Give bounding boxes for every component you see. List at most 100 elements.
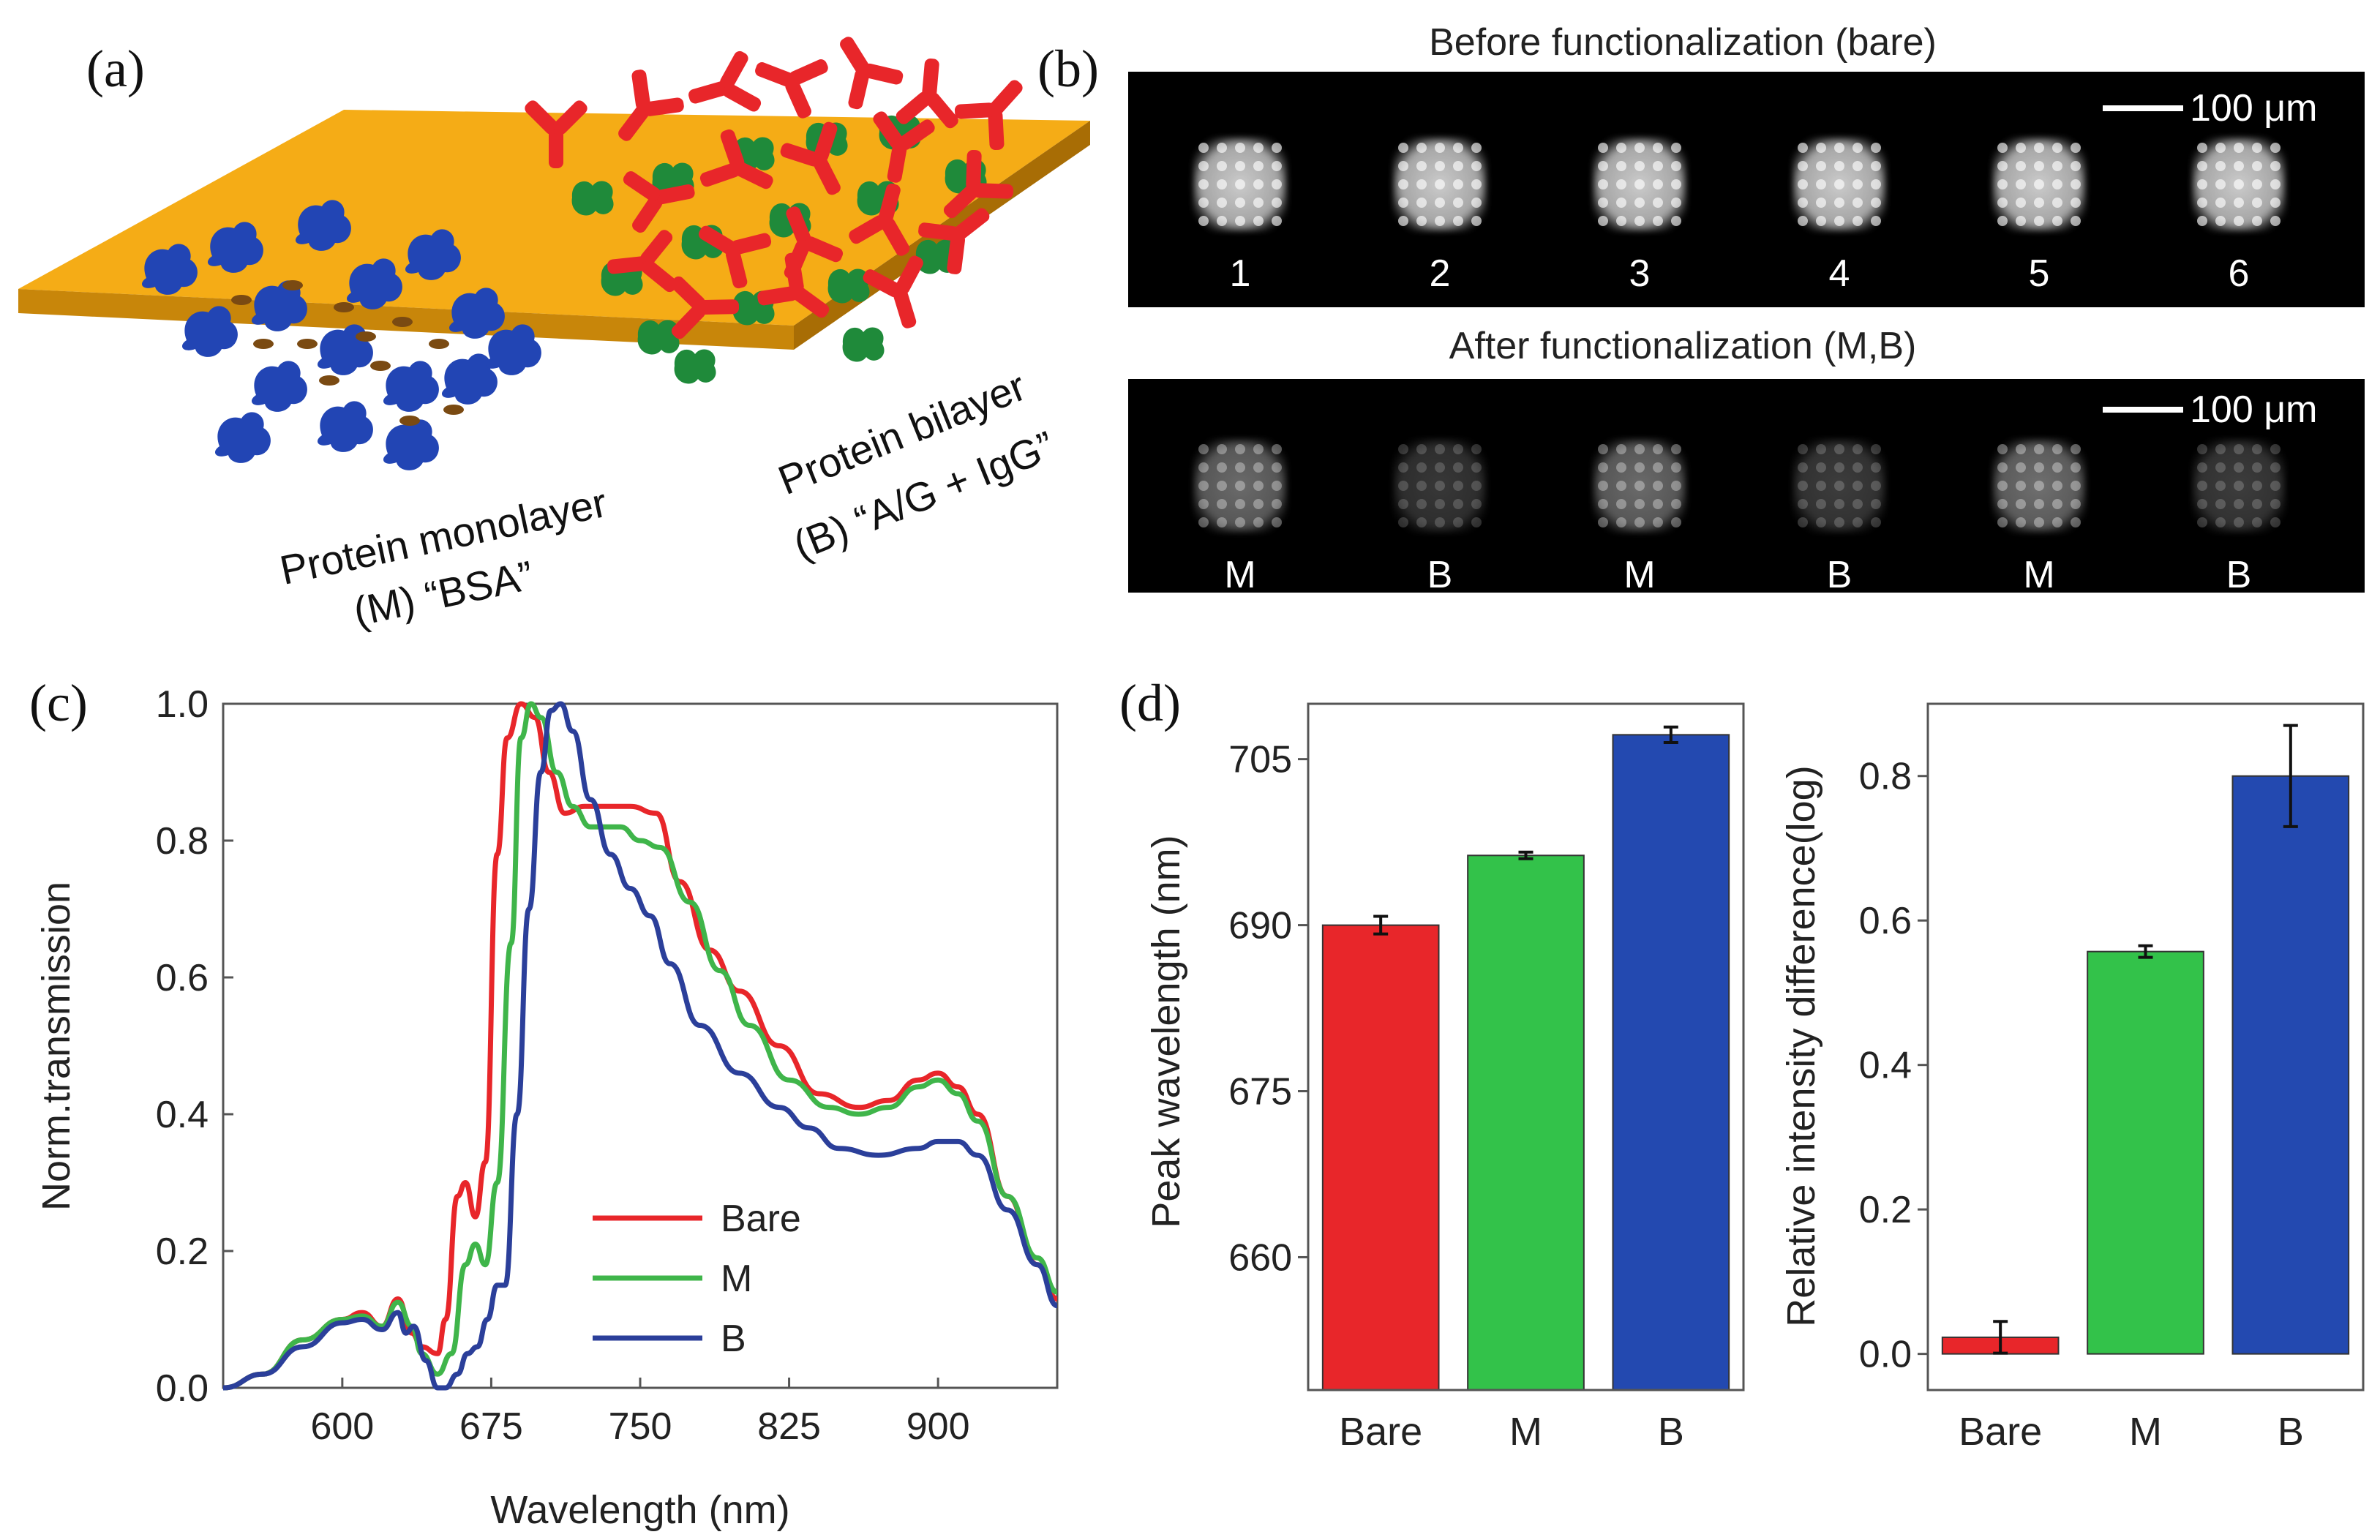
after-hole <box>2071 462 2081 473</box>
peak-wavelength-chart: Bare M B 660 675 690 705 <box>1228 702 1745 1454</box>
igg-fab-right <box>895 255 923 294</box>
before-hole <box>1435 216 1445 226</box>
panel-c-label: (c) <box>29 674 88 732</box>
after-pad-glow <box>2192 439 2286 533</box>
before-hole <box>1235 198 1245 208</box>
before-hole <box>2197 179 2207 189</box>
bsa-protein <box>383 361 439 412</box>
before-hole <box>2016 161 2026 171</box>
before-hole <box>1235 143 1245 153</box>
after-hole <box>1653 462 1663 473</box>
binding-site <box>443 405 464 415</box>
protein-ag-shape <box>571 181 614 216</box>
chart-c-xtick-label: 675 <box>459 1405 523 1448</box>
before-pads: 1 2 3 4 5 6 <box>1193 138 2286 295</box>
after-hole <box>1435 444 1445 454</box>
after-hole <box>1871 517 1881 527</box>
before-hole <box>1416 143 1427 153</box>
bsa-protein <box>251 361 307 412</box>
after-hole <box>2270 499 2280 509</box>
igg-fab-left <box>731 233 772 255</box>
chart-c-legend-label: B <box>721 1318 746 1360</box>
after-hole <box>1816 517 1826 527</box>
after-hole <box>2197 462 2207 473</box>
panel-b-label: (b) <box>1037 40 1099 98</box>
before-hole <box>2016 216 2026 226</box>
chart-c-series-bare <box>222 701 1059 1391</box>
after-hole <box>2215 462 2226 473</box>
before-hole <box>1671 179 1681 189</box>
before-hole <box>1235 161 1245 171</box>
igg-fab-left <box>757 286 798 306</box>
after-hole <box>1198 517 1209 527</box>
after-hole <box>1653 499 1663 509</box>
chart-c-xtick-label: 600 <box>310 1405 374 1448</box>
chart-d1-ylabel: Peak wavelength (nm) <box>1144 835 1188 1228</box>
chart-c-xlabel: Wavelength (nm) <box>490 1488 789 1532</box>
before-hole <box>2034 179 2044 189</box>
before-hole <box>1398 179 1408 189</box>
panel-d: (d) Bare M B 660 675 690 705 Peak wavelength (… <box>1119 674 2365 1454</box>
after-hole <box>1852 444 1863 454</box>
bsa-protein <box>181 306 238 357</box>
after-hole <box>1598 462 1608 473</box>
before-hole <box>1235 216 1245 226</box>
igg-antibody <box>688 50 762 112</box>
before-hole <box>2270 161 2280 171</box>
before-hole <box>1435 179 1445 189</box>
igg-fab-right <box>670 276 705 310</box>
after-pad-glow <box>1792 439 1886 533</box>
after-hole <box>1471 444 1482 454</box>
chart-c-ytick-label: 0.4 <box>156 1094 209 1136</box>
igg-antibody <box>757 252 830 318</box>
after-hole <box>1235 444 1245 454</box>
igg-fc <box>734 162 773 189</box>
before-hole <box>2052 143 2062 153</box>
igg-fab-left <box>671 304 705 339</box>
before-hole <box>1852 216 1863 226</box>
chart-c-xtick-label: 750 <box>609 1405 672 1448</box>
igg-fc <box>654 184 695 205</box>
after-hole <box>1272 499 1282 509</box>
after-hole <box>1834 481 1844 491</box>
chart-d2-ytick-label: 0.0 <box>1859 1334 1912 1376</box>
before-hole <box>1671 161 1681 171</box>
before-hole <box>1798 161 1808 171</box>
after-hole <box>2071 444 2081 454</box>
after-hole <box>1616 499 1626 509</box>
igg-fc <box>618 105 650 141</box>
bsa-shape <box>181 306 238 357</box>
bsa-shape <box>441 353 498 405</box>
igg-fc <box>943 184 979 219</box>
after-hole <box>1416 444 1427 454</box>
before-hole <box>1671 143 1681 153</box>
igg-antibody <box>699 129 773 189</box>
before-hole <box>2071 143 2081 153</box>
before-hole <box>1453 198 1463 208</box>
igg-antibody <box>698 225 772 289</box>
after-pad-glow <box>1393 439 1487 533</box>
igg-fab-left <box>632 195 663 233</box>
after-hole <box>1253 444 1264 454</box>
before-hole <box>2197 198 2207 208</box>
before-hole <box>2215 216 2226 226</box>
after-hole <box>2234 444 2244 454</box>
after-hole <box>1235 462 1245 473</box>
igg-fab-right <box>972 183 1014 199</box>
before-hole <box>1416 216 1427 226</box>
before-hole <box>2052 198 2062 208</box>
protein-ag-shape <box>637 320 680 355</box>
igg-antibody <box>943 149 1014 219</box>
after-hole <box>2052 444 2062 454</box>
before-hole <box>1653 161 1663 171</box>
before-hole <box>1253 143 1264 153</box>
after-hole <box>1598 499 1608 509</box>
panel-c: (c) 600 675 750 825 900 0.0 0.2 0.4 0.6 0.8 1.0 Bar… <box>29 674 1059 1532</box>
after-hole <box>2234 481 2244 491</box>
protein-ag <box>674 349 716 384</box>
igg-antibody <box>849 183 910 256</box>
before-hole <box>1997 198 2008 208</box>
igg-fab-right <box>643 97 684 116</box>
after-hole <box>1471 481 1482 491</box>
after-hole <box>1398 517 1408 527</box>
